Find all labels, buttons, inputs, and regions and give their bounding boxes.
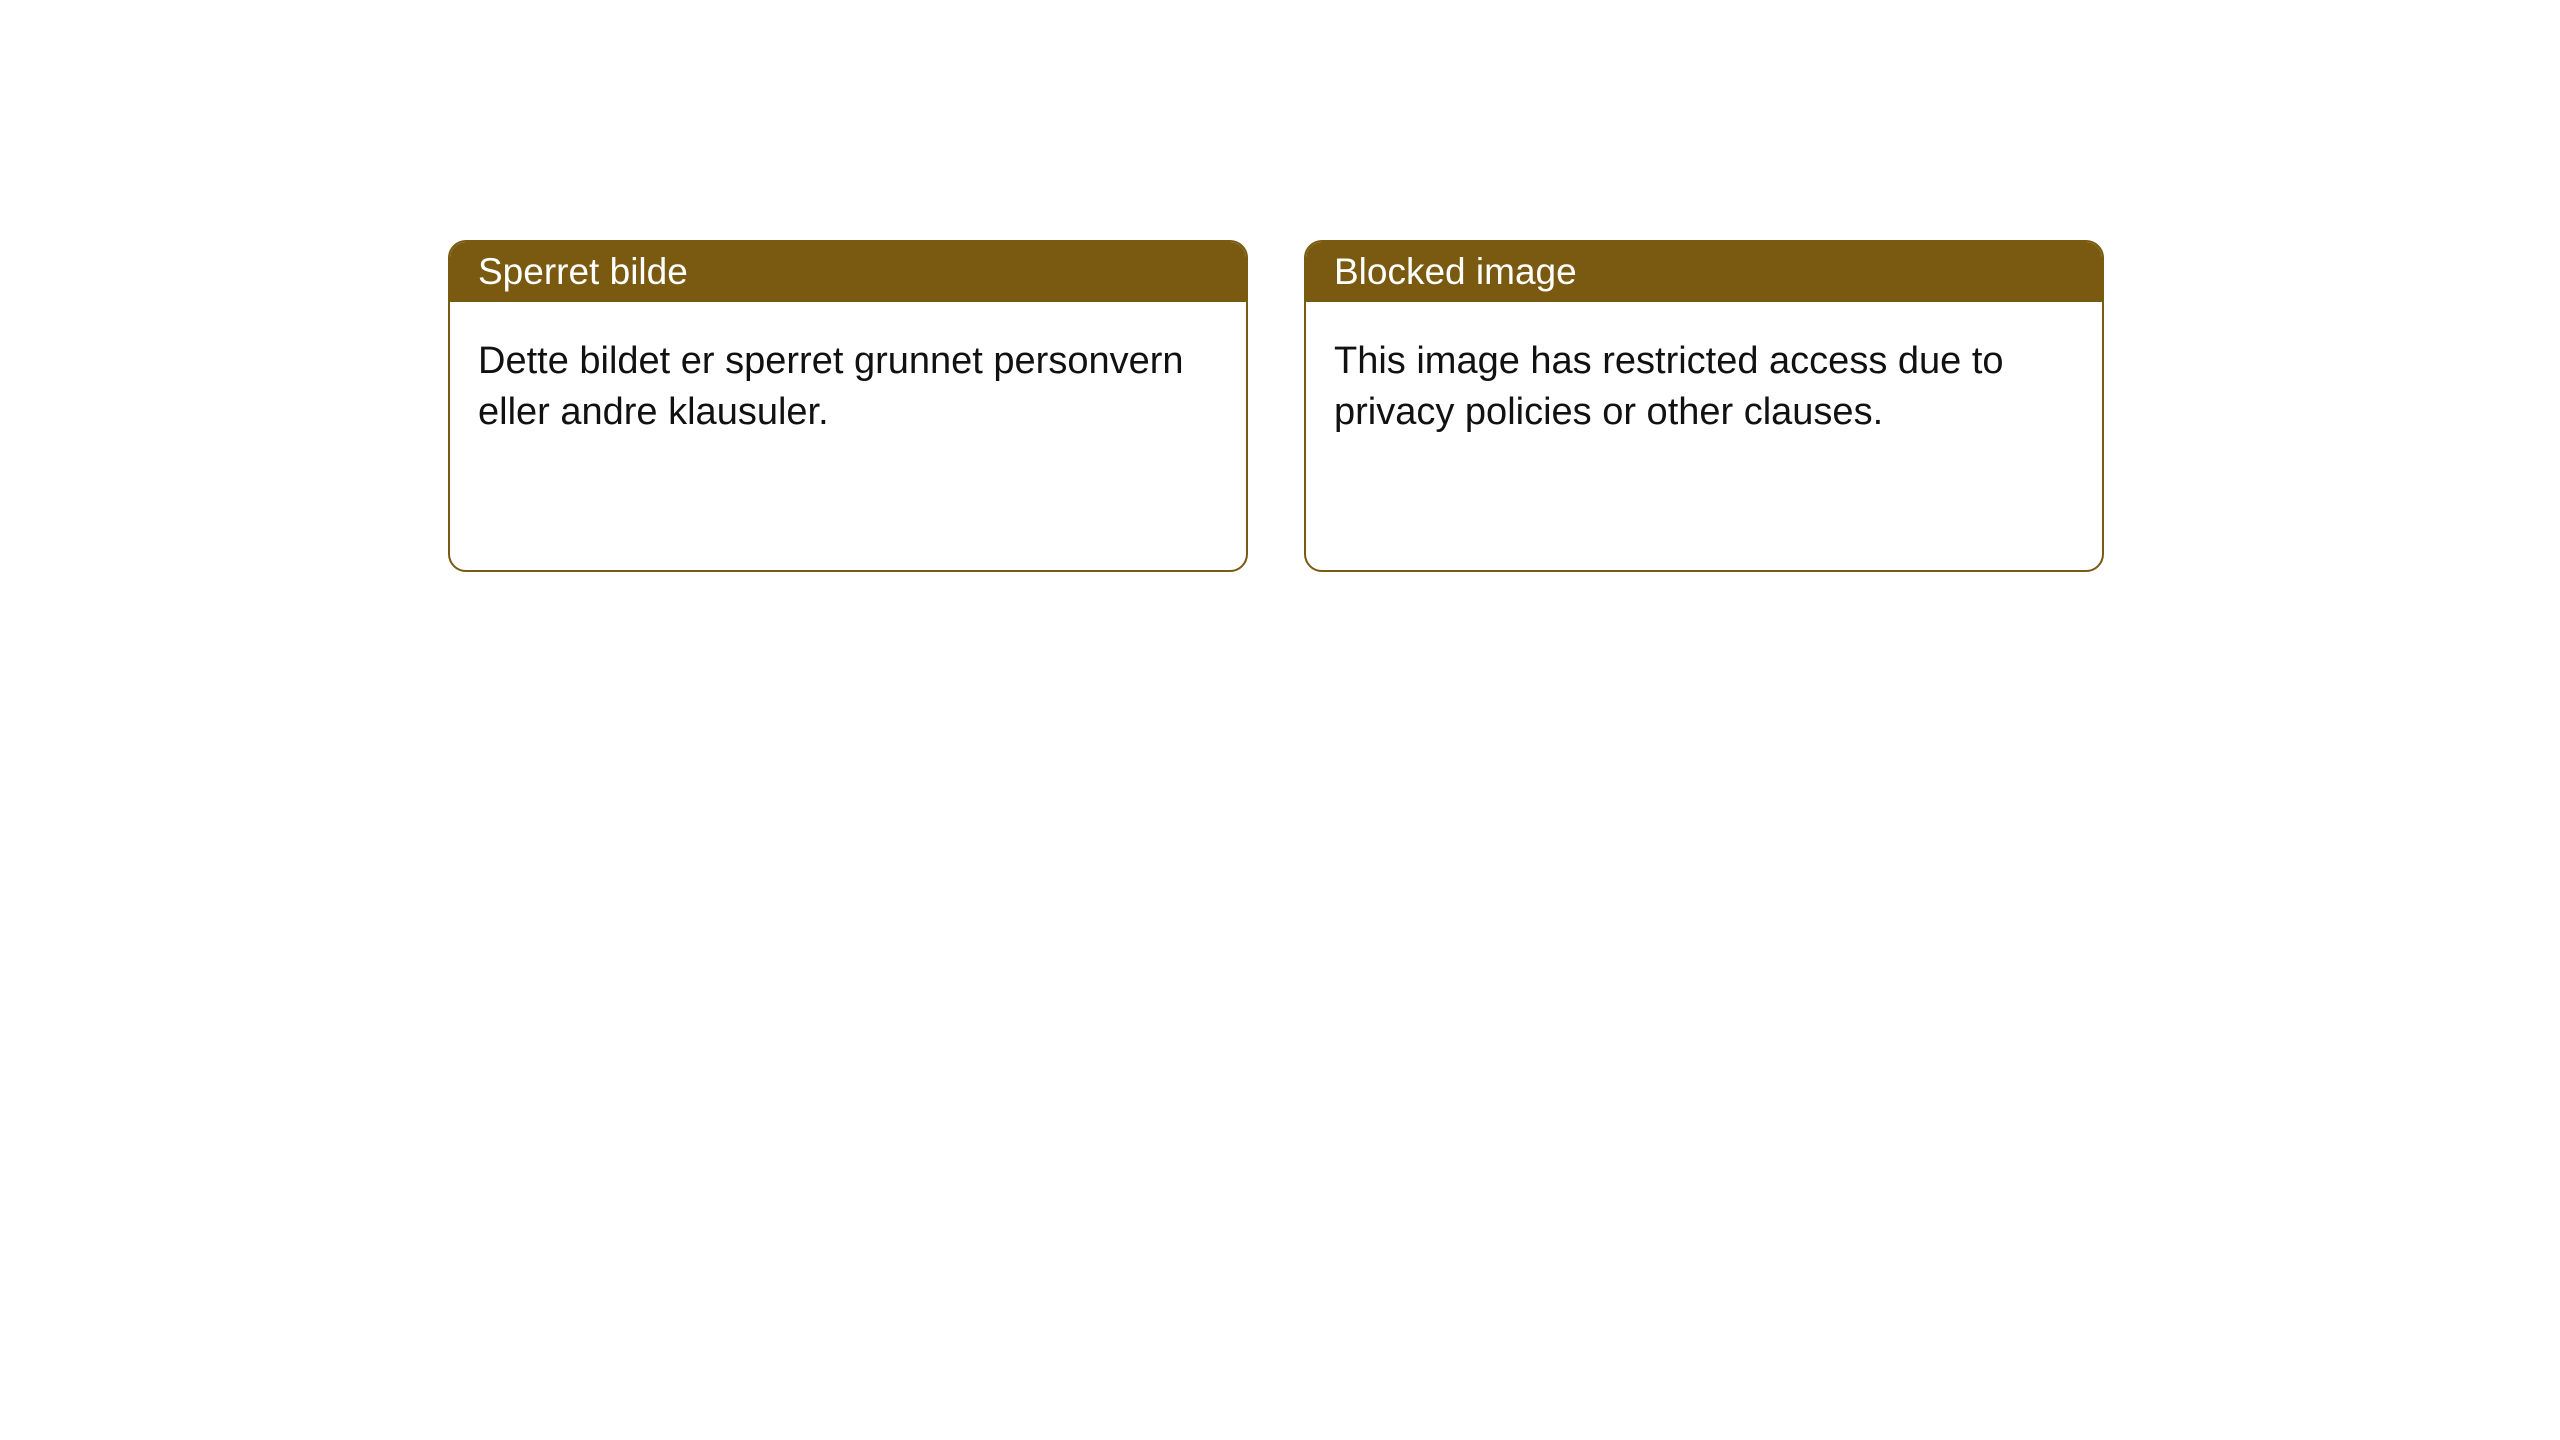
notice-cards-container: Sperret bilde Dette bildet er sperret gr…: [0, 0, 2560, 572]
card-header-no: Sperret bilde: [450, 242, 1246, 302]
blocked-image-card-en: Blocked image This image has restricted …: [1304, 240, 2104, 572]
card-body-no: Dette bildet er sperret grunnet personve…: [450, 302, 1246, 473]
blocked-image-card-no: Sperret bilde Dette bildet er sperret gr…: [448, 240, 1248, 572]
card-header-en: Blocked image: [1306, 242, 2102, 302]
card-body-en: This image has restricted access due to …: [1306, 302, 2102, 473]
